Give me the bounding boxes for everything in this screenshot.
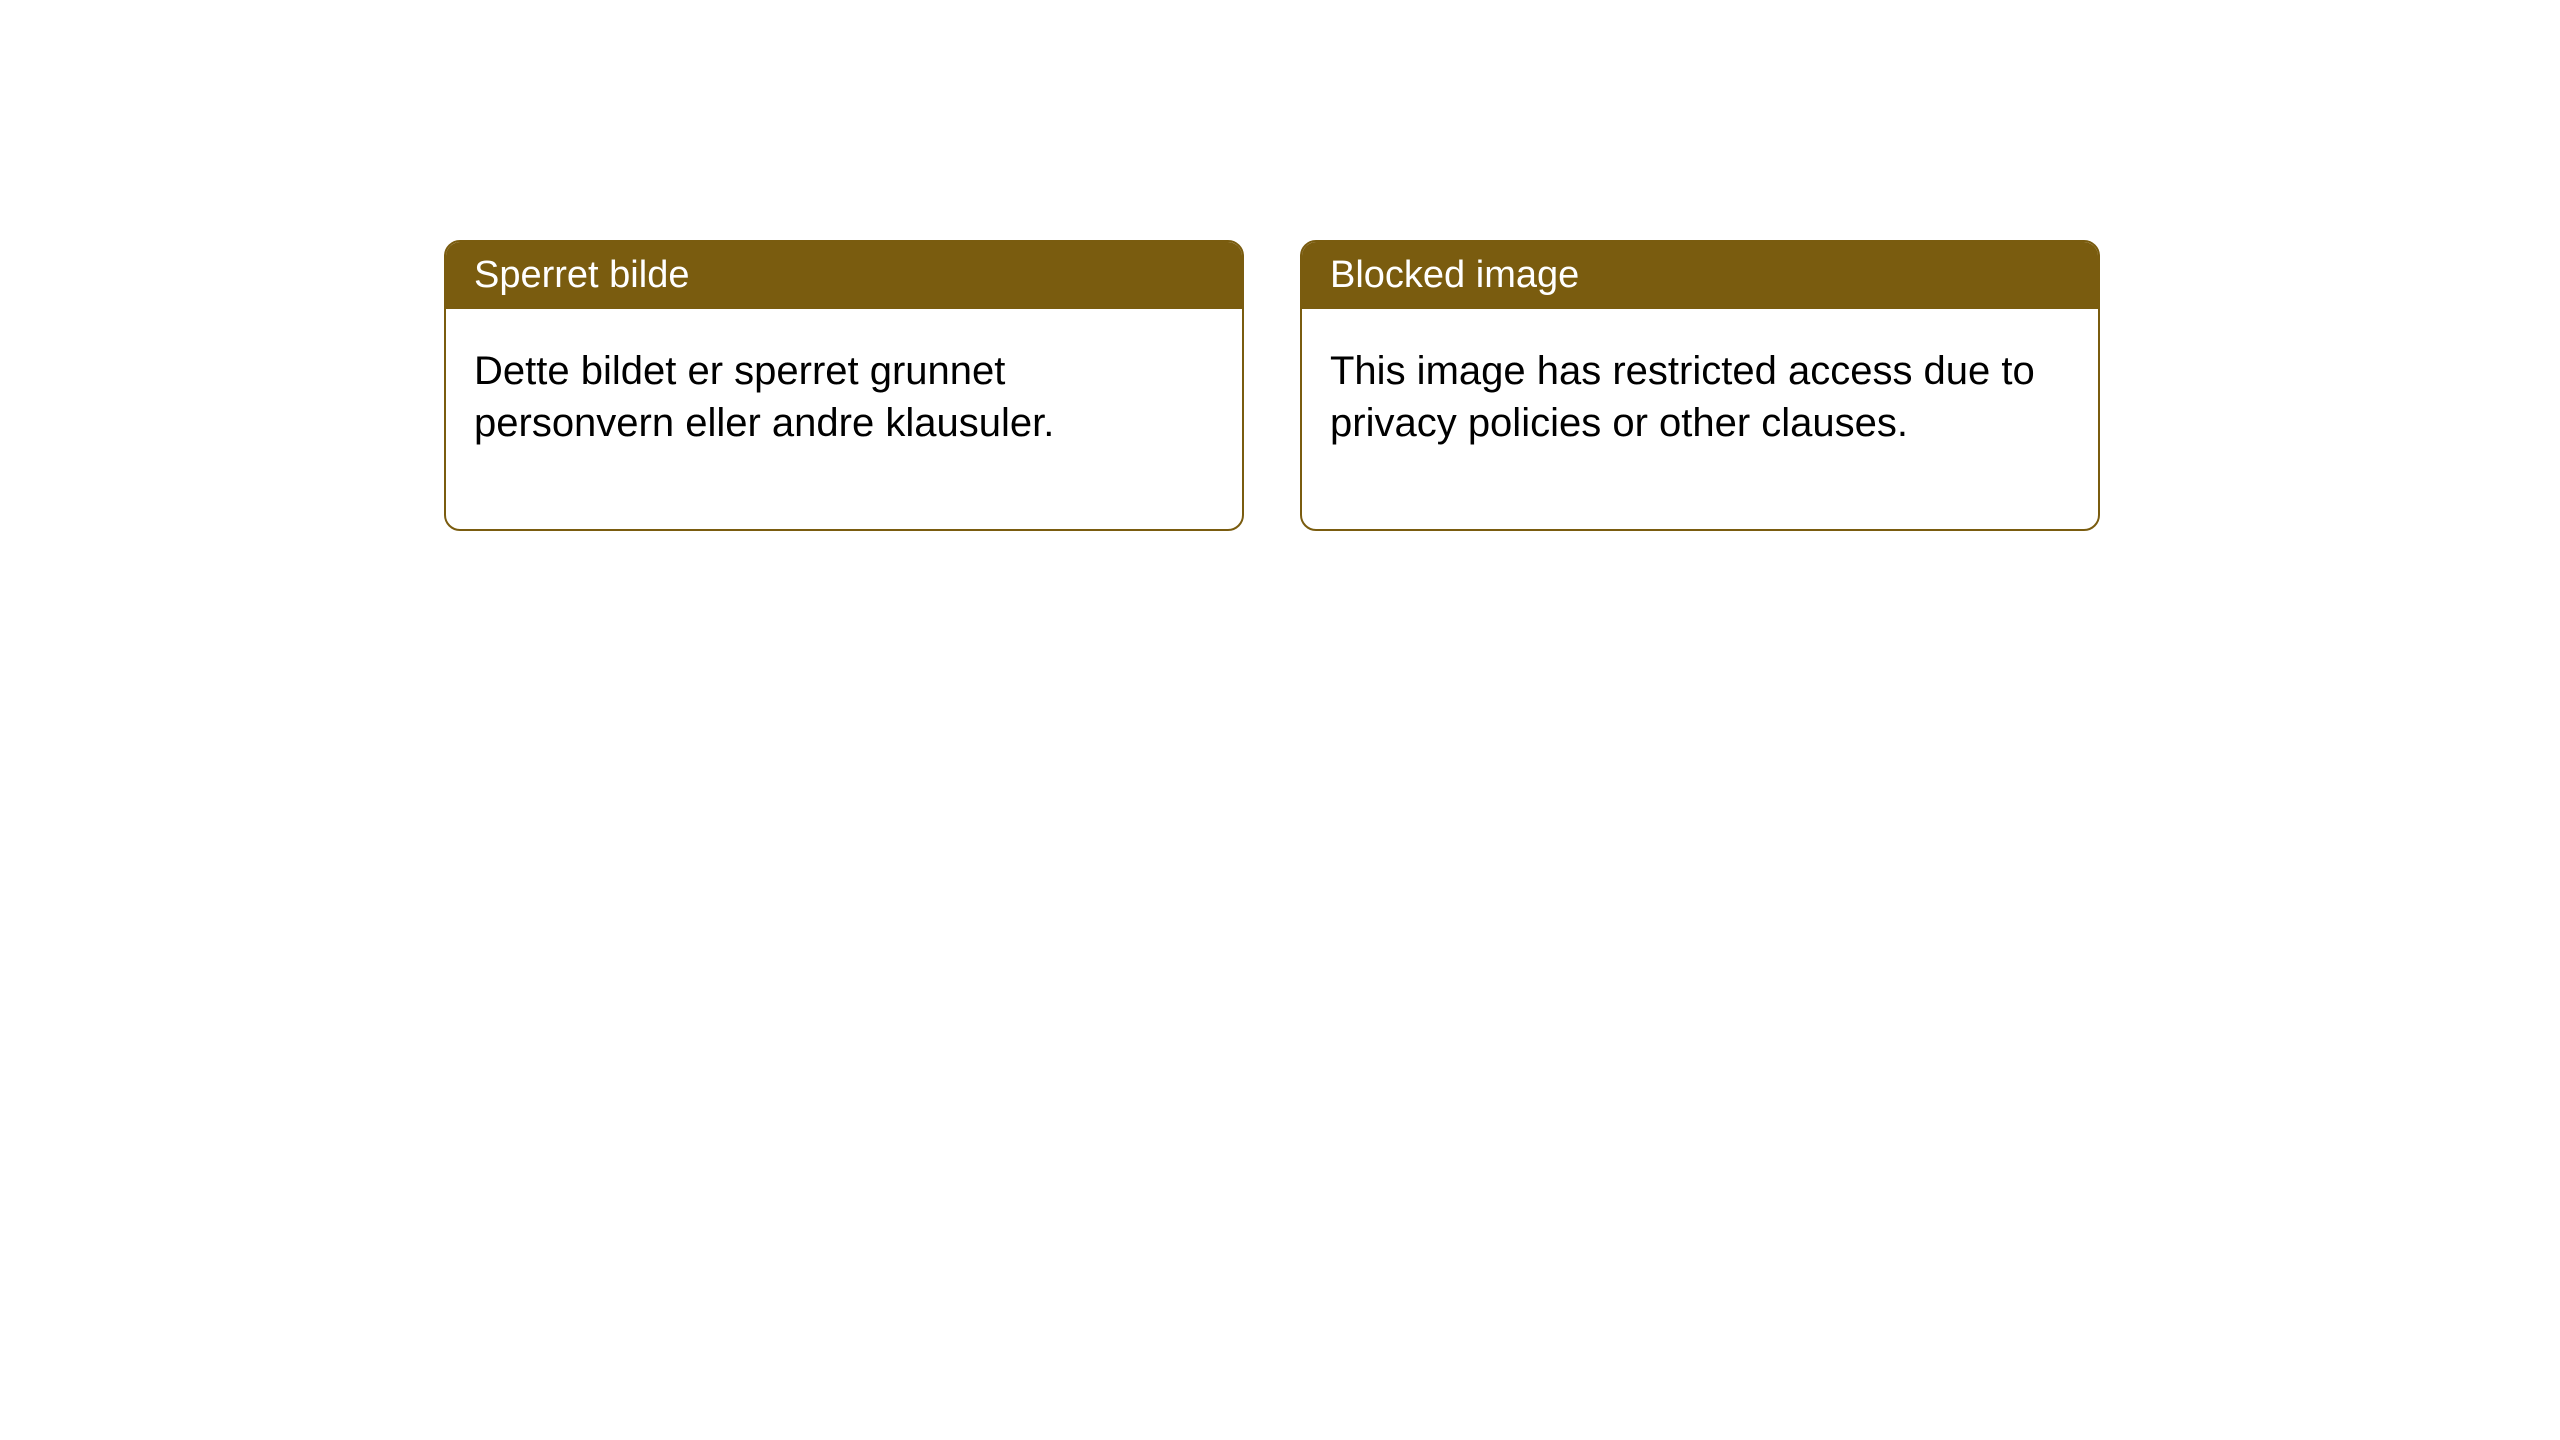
card-header: Sperret bilde <box>446 242 1242 309</box>
card-body-text: Dette bildet er sperret grunnet personve… <box>474 349 1054 445</box>
card-body: Dette bildet er sperret grunnet personve… <box>446 309 1242 529</box>
card-body-text: This image has restricted access due to … <box>1330 349 2035 445</box>
card-title: Sperret bilde <box>474 254 689 296</box>
card-norwegian: Sperret bilde Dette bildet er sperret gr… <box>444 240 1244 531</box>
card-english: Blocked image This image has restricted … <box>1300 240 2100 531</box>
cards-container: Sperret bilde Dette bildet er sperret gr… <box>444 240 2100 531</box>
card-title: Blocked image <box>1330 254 1579 296</box>
card-header: Blocked image <box>1302 242 2098 309</box>
card-body: This image has restricted access due to … <box>1302 309 2098 529</box>
